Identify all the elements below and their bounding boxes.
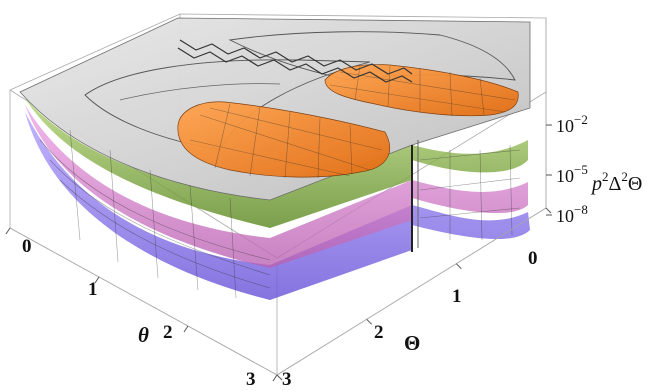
y-tick-mark bbox=[276, 374, 283, 381]
x-tick-mark bbox=[5, 227, 11, 235]
y-tick-label: 0 bbox=[528, 248, 538, 269]
y-axis: 0 1 2 3 Θ bbox=[282, 248, 538, 390]
y-tick-label: 2 bbox=[374, 322, 384, 343]
x-tick-label: 1 bbox=[88, 279, 98, 300]
z-axis-label: p2Δ2Θ bbox=[590, 169, 642, 195]
surface-layer-orange-left bbox=[177, 101, 390, 178]
z-tick-label: 10−2 bbox=[556, 112, 588, 136]
y-tick-mark bbox=[366, 318, 373, 325]
surface-layer-green bbox=[25, 98, 528, 228]
z-tick-label: 10−5 bbox=[556, 162, 588, 186]
x-tick-mark bbox=[94, 276, 100, 284]
z-axis: 10−2 10−5 10−8 p2Δ2Θ bbox=[556, 112, 642, 226]
x-tick-label: 2 bbox=[163, 322, 173, 343]
x-tick-mark bbox=[272, 374, 278, 382]
y-tick-label: 3 bbox=[282, 369, 292, 390]
x-axis-label: θ bbox=[138, 323, 149, 347]
y-tick-label: 1 bbox=[452, 286, 462, 307]
y-axis-label: Θ bbox=[404, 331, 420, 355]
surface-layer-orange-right bbox=[324, 64, 519, 117]
surface-layer-pink bbox=[25, 105, 528, 268]
x-tick-mark bbox=[183, 325, 189, 333]
y-tick-mark bbox=[455, 263, 462, 270]
surface-layers bbox=[19, 17, 531, 300]
tick-marks bbox=[5, 124, 552, 382]
x-axis: 0 1 2 3 θ bbox=[22, 236, 256, 390]
y-tick-mark bbox=[545, 207, 552, 214]
surface-layer-purple bbox=[25, 112, 530, 300]
x-tick-label: 3 bbox=[246, 369, 256, 390]
z-tick-label: 10−8 bbox=[556, 202, 588, 226]
x-tick-label: 0 bbox=[22, 236, 32, 257]
front-edges bbox=[9, 18, 547, 376]
